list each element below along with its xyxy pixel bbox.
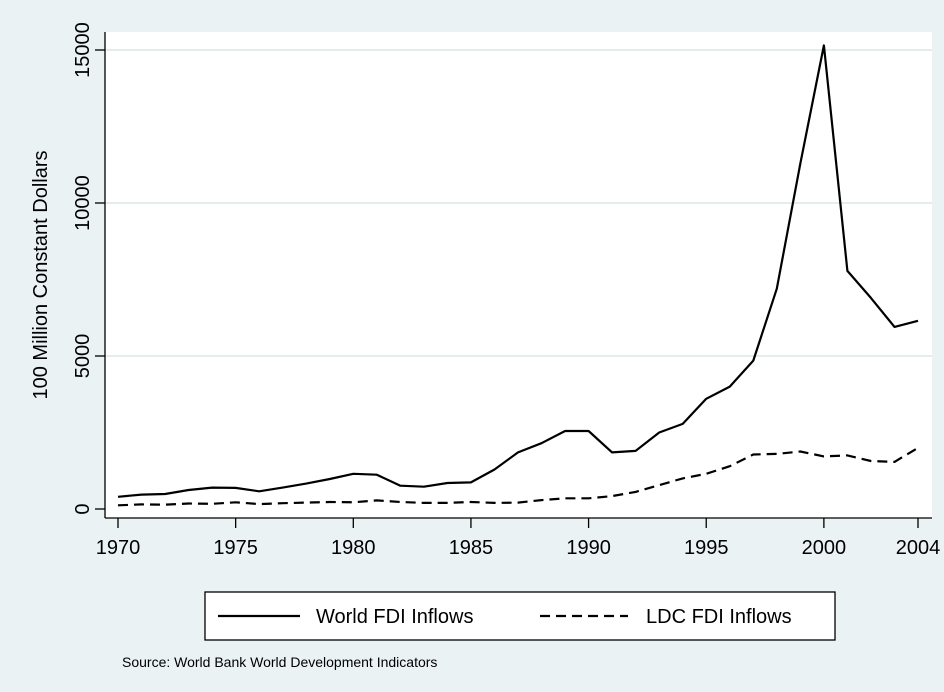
x-tick-label: 1970 [96, 537, 141, 559]
x-tick-label: 1975 [213, 537, 258, 559]
y-tick-label: 10000 [72, 175, 94, 231]
world-fdi-line [117, 44, 919, 498]
y-tick-label: 0 [72, 503, 94, 514]
x-tick-label: 1985 [449, 537, 494, 559]
legend-label: World FDI Inflows [316, 606, 473, 628]
x-tick-label: 1995 [684, 537, 729, 559]
source-note: Source: World Bank World Development Ind… [122, 654, 437, 670]
y-axis-title: 100 Million Constant Dollars [30, 150, 52, 399]
x-tick-label: 1990 [566, 537, 611, 559]
y-tick-label: 5000 [72, 334, 94, 379]
axes: 0 5000 10000 15000 1970 1975 1980 1985 1990 1995 2… [72, 22, 940, 559]
ldc-fdi-line [117, 446, 919, 507]
plot-area [105, 32, 932, 518]
series-lines [117, 44, 919, 507]
x-tick-label: 2000 [802, 537, 847, 559]
x-tick-label: 1980 [331, 537, 376, 559]
legend-box [204, 591, 836, 641]
legend-label: LDC FDI Inflows [646, 606, 792, 628]
y-tick-label: 15000 [72, 22, 94, 78]
gridlines [105, 49, 932, 357]
x-tick-label: 2004 [896, 537, 941, 559]
legend: World FDI Inflows LDC FDI Inflows [204, 591, 836, 641]
